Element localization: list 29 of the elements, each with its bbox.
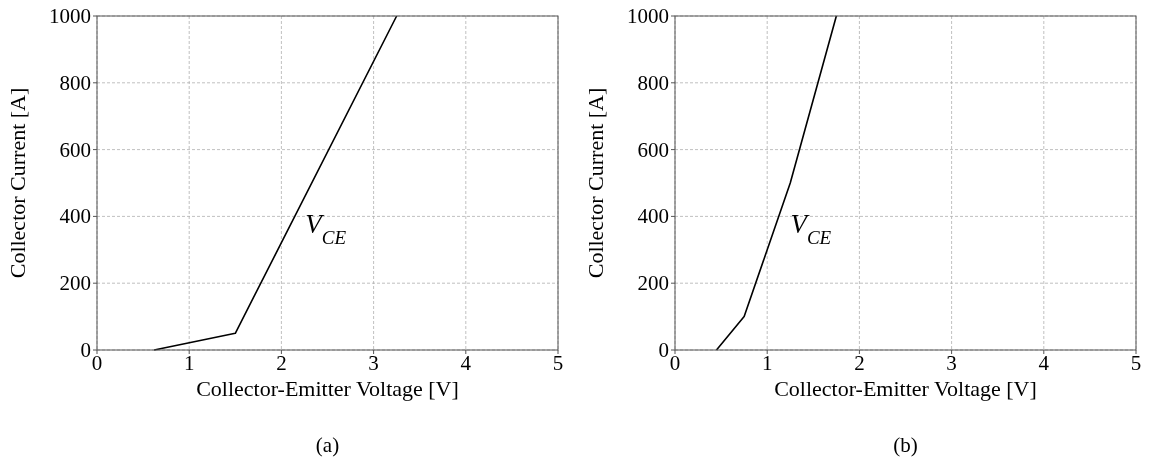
x-tick-label: 4 [1038,351,1050,375]
text: (a) [315,433,340,457]
y-tick-label: 600 [59,137,91,162]
y-tick-label: 600 [637,137,669,162]
y-tick-label: 800 [59,70,91,95]
line-series [715,15,838,351]
annotation: V$_{CE}$ [790,209,832,248]
x-tick-label: 3 [368,351,379,375]
x-axis-title: Collector-Emitter Voltage [V] [774,376,1037,401]
x-axis-title: Collector-Emitter Voltage [V] [196,376,459,401]
y-tick-label: 1000 [627,4,669,28]
x-tick-label: 1 [761,351,773,375]
annotation: V$_{CE}$ [305,209,347,248]
y-axis-title: Collector Current [A] [583,87,608,279]
y-tick-label: 400 [637,204,669,229]
y-tick-label: 400 [59,204,91,229]
x-tick-label: 5 [552,351,564,375]
x-tick-label: 4 [460,351,472,375]
y-axis-title: Collector Current [A] [5,87,30,279]
x-tick-label: 5 [1130,351,1142,375]
text: (b) [893,433,918,457]
x-tick-label: 1 [183,351,195,375]
x-tick-label: 3 [946,351,957,375]
y-tick-label: 800 [637,70,669,95]
y-tick-label: 200 [637,271,669,296]
y-tick-label: 200 [59,271,91,296]
y-tick-label: 1000 [49,4,91,28]
x-tick-label: 2 [854,351,865,375]
x-tick-label: 2 [276,351,287,375]
